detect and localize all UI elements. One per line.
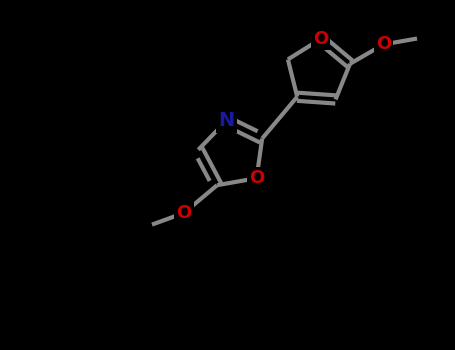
- Text: O: O: [249, 169, 264, 187]
- Text: O: O: [376, 35, 391, 54]
- Text: N: N: [218, 111, 234, 131]
- Text: O: O: [177, 204, 192, 222]
- Text: O: O: [313, 30, 328, 48]
